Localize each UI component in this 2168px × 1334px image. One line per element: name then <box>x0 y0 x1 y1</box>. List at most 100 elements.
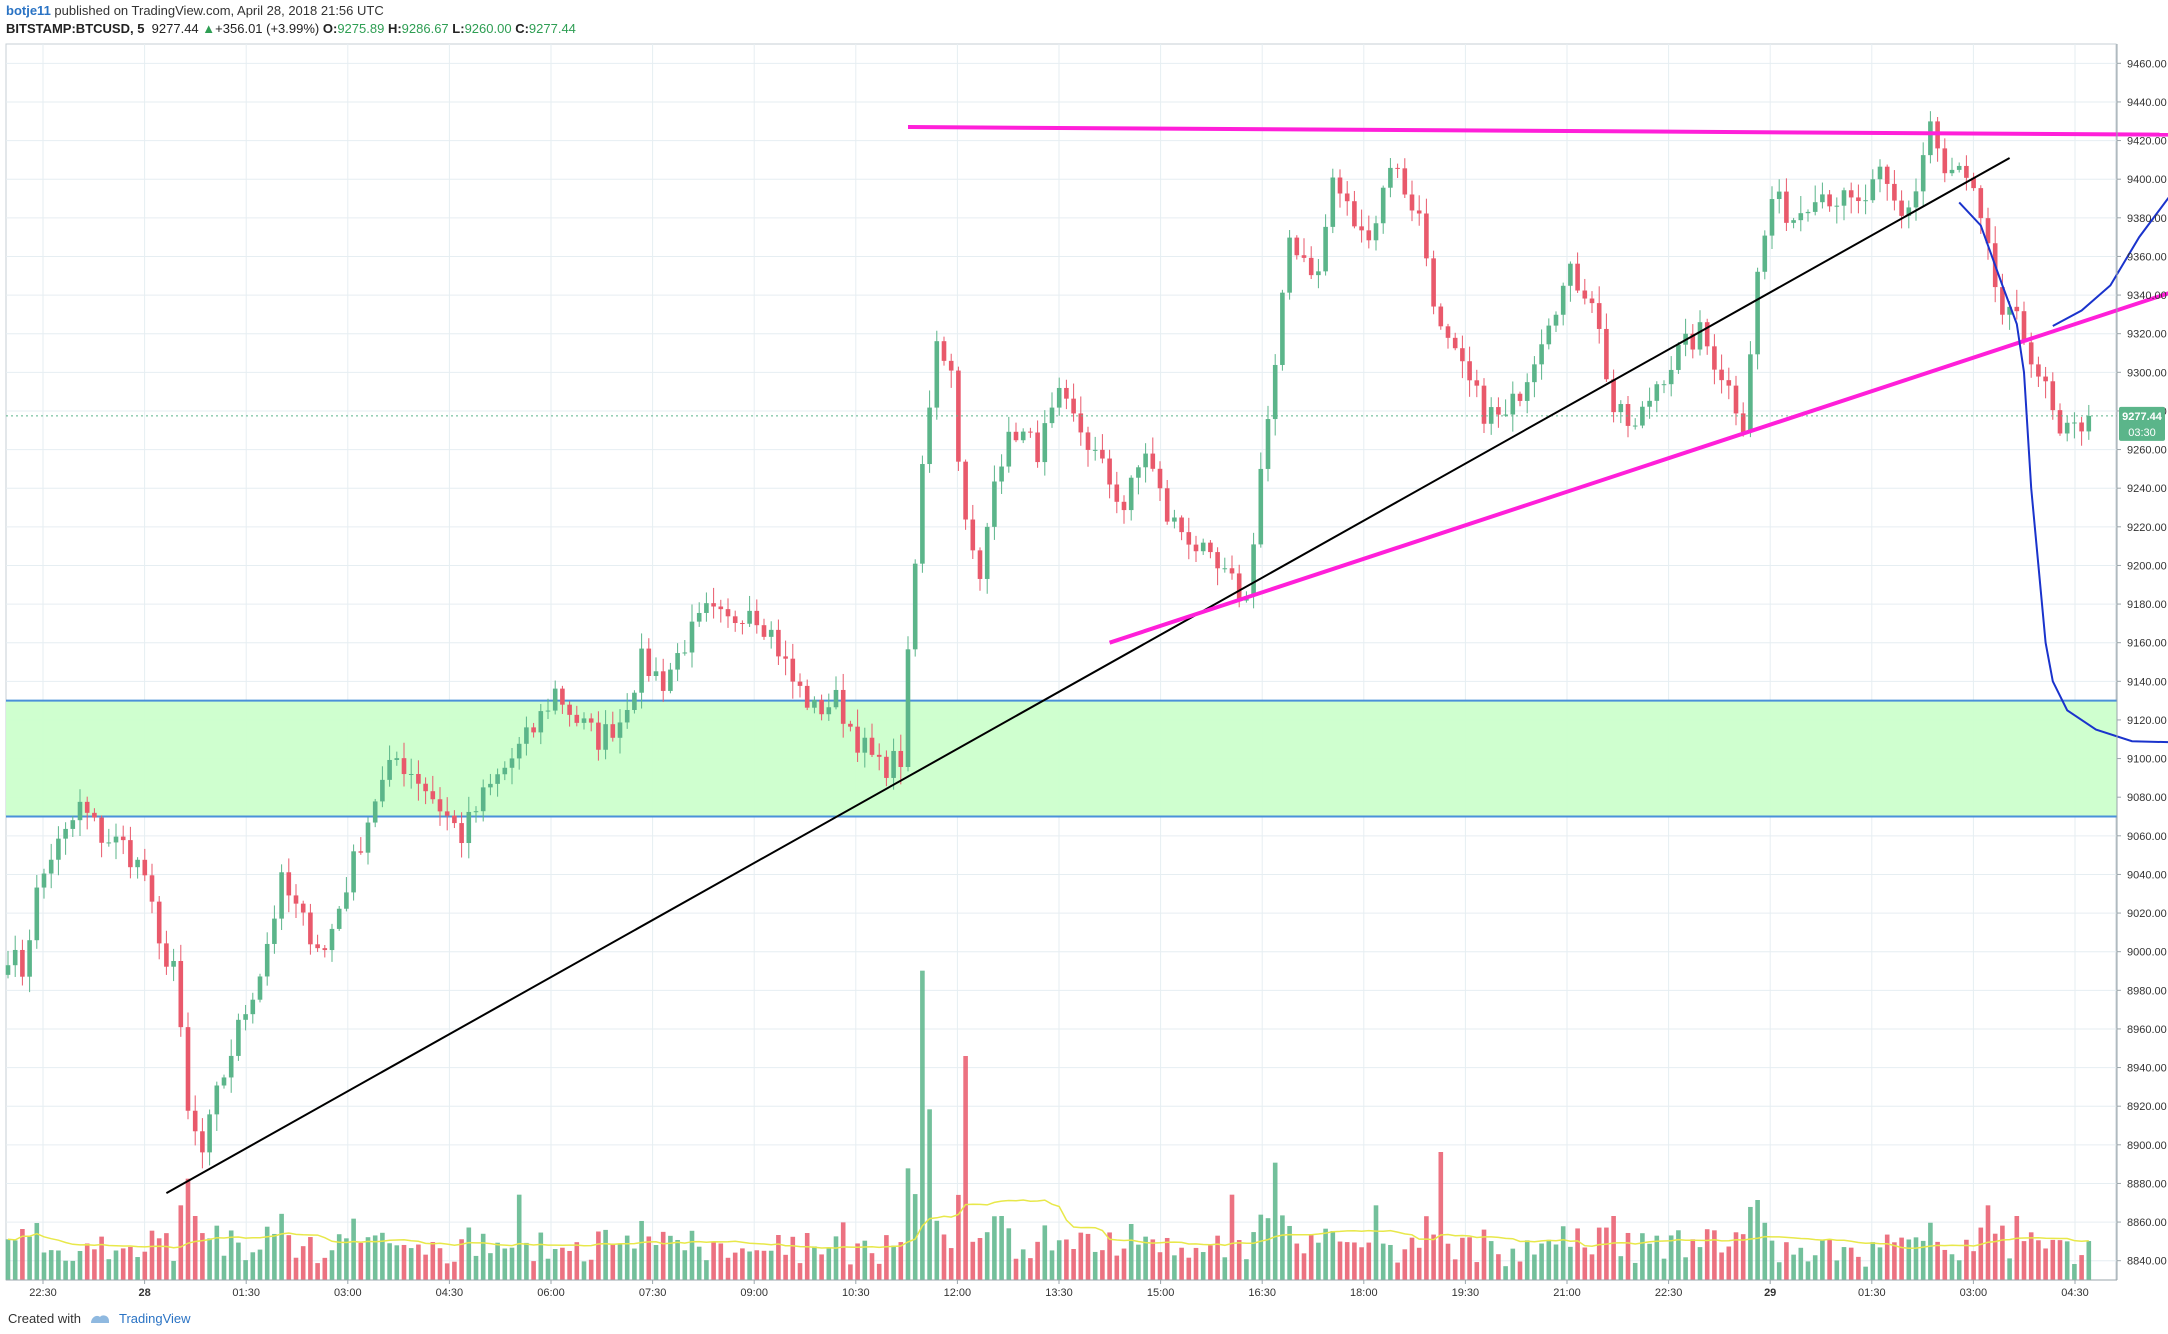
volume-bar <box>1870 1242 1876 1280</box>
candle-body <box>1776 191 1782 200</box>
volume-bar <box>459 1239 464 1280</box>
candle-body <box>207 1114 212 1153</box>
plot-area[interactable] <box>5 43 2117 1281</box>
volume-bar <box>495 1242 500 1280</box>
volume-bar <box>1877 1247 1883 1280</box>
price-tick-label: 9160.00 <box>2127 638 2167 650</box>
volume-bar <box>1308 1234 1314 1280</box>
candle-body <box>524 727 529 744</box>
candle-body <box>1856 197 1861 202</box>
candle-body <box>538 711 544 733</box>
candle-body <box>106 842 112 844</box>
candle-body <box>653 671 659 677</box>
volume-bar <box>236 1242 241 1280</box>
price-tick-label: 9020.00 <box>2127 908 2167 920</box>
candle-body <box>1373 223 1379 241</box>
candle-body <box>545 710 551 712</box>
volume-bar <box>1042 1225 1048 1280</box>
candle-body <box>1366 230 1372 241</box>
candle-body <box>1496 407 1501 415</box>
close-label: C: <box>515 21 529 36</box>
volume-bar <box>934 1220 940 1280</box>
candle-body <box>1150 453 1156 469</box>
author-link[interactable]: botje11 <box>6 3 51 18</box>
time-tick-label: 10:30 <box>842 1287 870 1299</box>
volume-bar <box>1884 1234 1890 1280</box>
footer: Created with TradingView <box>8 1306 191 1330</box>
close-value: 9277.44 <box>528 21 576 36</box>
candle-body <box>120 836 126 841</box>
volume-bar <box>1359 1247 1364 1280</box>
volume-bar <box>1503 1266 1508 1280</box>
volume-bar <box>1942 1249 1948 1280</box>
candle-body <box>624 709 630 723</box>
volume-bar <box>941 1234 947 1280</box>
candle-body <box>2028 342 2034 365</box>
candle-body <box>1805 211 1811 214</box>
volume-bar <box>2064 1241 2070 1280</box>
candle-body <box>725 609 731 617</box>
candle-body <box>200 1131 205 1153</box>
candle-body <box>876 754 882 757</box>
candle-body <box>1812 202 1818 212</box>
tradingview-link[interactable]: TradingView <box>118 1310 191 1326</box>
candle-body <box>1956 165 1962 170</box>
time-tick-label: 01:30 <box>232 1287 260 1299</box>
volume-bar <box>2057 1240 2063 1280</box>
candle-body <box>1978 188 1984 219</box>
candle-body <box>1208 542 1213 553</box>
candle-body <box>2050 381 2056 411</box>
tradingview-logo-icon[interactable] <box>89 1311 111 1325</box>
volume-bar <box>315 1263 320 1280</box>
volume-bar <box>1791 1254 1796 1280</box>
volume-bar <box>1863 1266 1868 1280</box>
candle-body <box>1323 226 1328 272</box>
volume-bar <box>1280 1215 1285 1280</box>
volume-bar <box>1020 1249 1026 1280</box>
candle-body <box>1697 322 1703 350</box>
price-tick-label: 9440.00 <box>2127 97 2167 109</box>
candle-body <box>466 811 472 844</box>
volume-bar <box>63 1260 68 1280</box>
candle-body <box>444 811 450 816</box>
candle-body <box>1258 468 1264 545</box>
ohlc-legend: BITSTAMP:BTCUSD, 5 9277.44 ▲+356.01 (+3.… <box>6 20 2156 38</box>
volume-bar <box>1755 1200 1760 1280</box>
volume-bar <box>2086 1241 2092 1280</box>
price-axis[interactable]: 9460.00 9440.00 9420.00 9400.00 9380.00 9360.… <box>2117 58 2167 1268</box>
candle-body <box>99 817 104 843</box>
volume-bar <box>156 1238 162 1280</box>
candle-body <box>1654 384 1660 401</box>
candle-body <box>934 341 940 408</box>
upper-projection-curve <box>2052 196 2168 327</box>
up-triangle-icon: ▲ <box>202 21 216 36</box>
volume-bar <box>1488 1241 1494 1280</box>
volume-bar <box>1560 1226 1566 1280</box>
candle-body <box>984 526 990 579</box>
volume-bar <box>574 1242 580 1280</box>
candle-body <box>1985 218 1991 244</box>
volume-bar <box>192 1216 198 1280</box>
candle-body <box>718 606 724 610</box>
candle-body <box>833 689 839 708</box>
candle-body <box>1647 400 1652 407</box>
candle-body <box>1330 177 1336 227</box>
price-tick-label: 9460.00 <box>2127 58 2167 70</box>
time-axis[interactable]: 22:30 28 01:30 03:00 04:30 06:00 07:30 09:00 10:… <box>29 1280 2089 1299</box>
symbol-label[interactable]: BITSTAMP:BTCUSD, 5 <box>6 21 145 36</box>
volume-bar <box>200 1233 205 1280</box>
candle-body <box>1726 380 1732 386</box>
volume-bar <box>1726 1246 1732 1280</box>
candle-body <box>1589 298 1595 304</box>
volume-bar <box>1524 1240 1530 1280</box>
candle-body <box>5 965 11 975</box>
volume-bar <box>1748 1206 1753 1280</box>
candle-body <box>776 629 781 657</box>
candle-body <box>1676 344 1681 370</box>
candle-body <box>596 722 601 750</box>
candle-body <box>1200 542 1206 552</box>
candle-body <box>999 466 1004 482</box>
candle-body <box>1791 220 1796 223</box>
candle-body <box>1136 467 1141 478</box>
